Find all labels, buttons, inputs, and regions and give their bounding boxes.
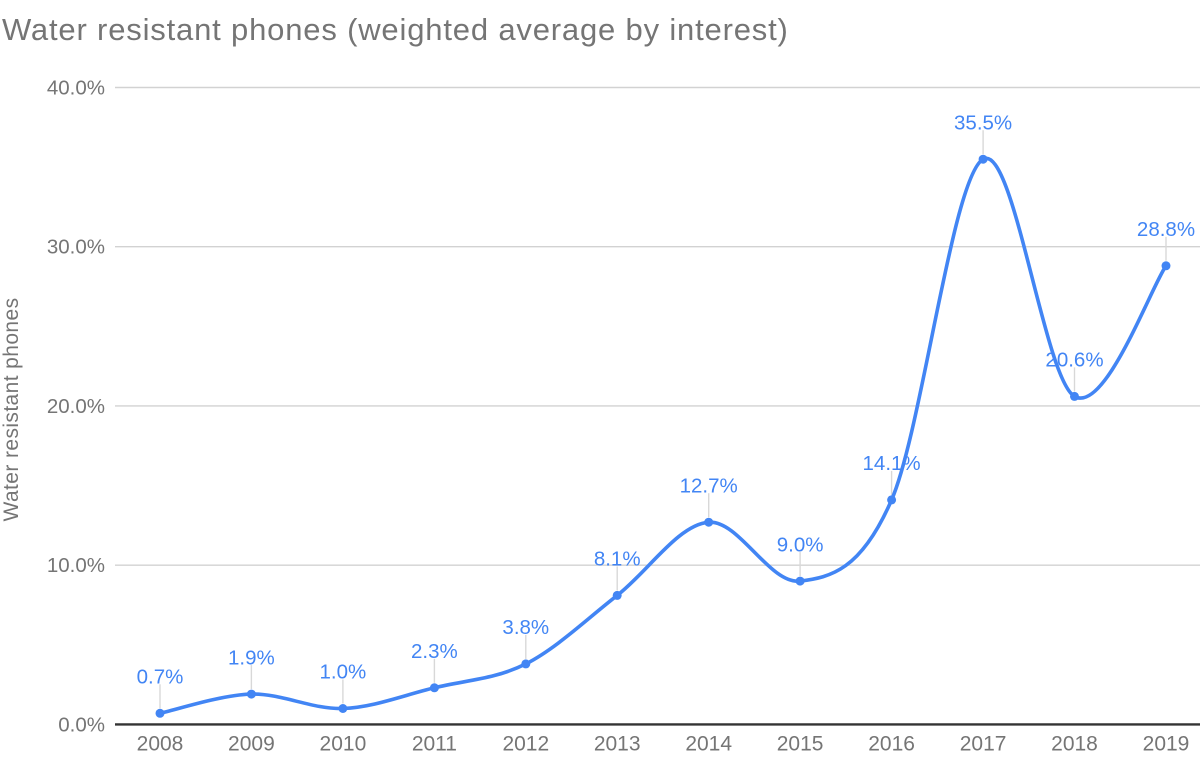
svg-text:14.1%: 14.1% [863,452,921,475]
svg-text:2013: 2013 [594,733,641,756]
svg-text:1.9%: 1.9% [228,646,275,669]
svg-text:2009: 2009 [228,733,275,756]
svg-text:2008: 2008 [137,733,184,756]
svg-text:8.1%: 8.1% [594,548,641,571]
svg-text:2018: 2018 [1051,733,1098,756]
svg-text:20.6%: 20.6% [1045,349,1103,372]
svg-text:2017: 2017 [960,733,1007,756]
svg-text:3.8%: 3.8% [502,616,549,639]
svg-text:2019: 2019 [1143,733,1190,756]
svg-text:Water resistant phones (weight: Water resistant phones (weighted average… [2,12,789,47]
svg-text:2012: 2012 [502,733,549,756]
svg-text:2014: 2014 [685,733,732,756]
svg-text:9.0%: 9.0% [777,533,824,556]
svg-text:Water resistant phones: Water resistant phones [0,298,23,522]
svg-text:10.0%: 10.0% [47,554,105,577]
svg-text:0.7%: 0.7% [137,666,184,689]
svg-text:2010: 2010 [320,733,367,756]
svg-text:12.7%: 12.7% [680,474,738,497]
svg-text:2015: 2015 [777,733,824,756]
svg-text:1.0%: 1.0% [320,661,367,684]
svg-text:40.0%: 40.0% [47,77,105,100]
svg-text:20.0%: 20.0% [47,395,105,418]
svg-text:2016: 2016 [868,733,915,756]
svg-text:28.8%: 28.8% [1137,218,1195,241]
svg-text:2011: 2011 [412,733,457,756]
svg-text:35.5%: 35.5% [954,111,1012,134]
svg-text:2.3%: 2.3% [411,640,458,663]
svg-text:30.0%: 30.0% [47,236,105,259]
svg-text:0.0%: 0.0% [58,713,105,736]
